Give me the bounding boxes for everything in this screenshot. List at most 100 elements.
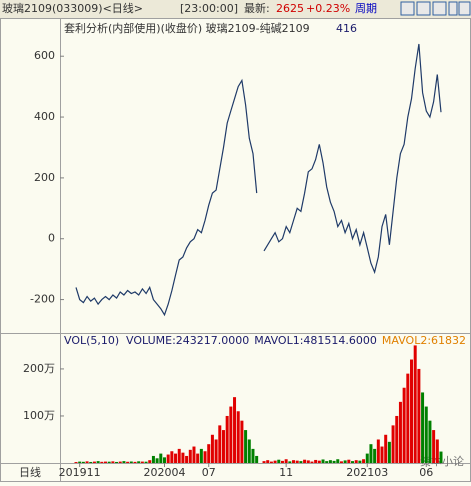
volume-bar xyxy=(100,461,104,463)
volume-bar xyxy=(221,430,225,463)
volume-bar xyxy=(269,461,273,463)
volume-bar xyxy=(74,462,78,463)
volume-bar xyxy=(435,439,439,463)
x-tick-label: 202004 xyxy=(143,466,185,479)
volume-bar xyxy=(107,461,111,463)
volume-bar xyxy=(280,460,284,463)
volume-bar xyxy=(424,406,428,463)
volume-bar xyxy=(325,461,329,463)
x-tick-label: 06 xyxy=(419,466,433,479)
y-tick-label: 600 xyxy=(34,49,55,62)
volume-bar xyxy=(351,461,355,463)
volume-bar xyxy=(295,460,299,463)
volume-bar xyxy=(159,453,163,463)
volume-bar xyxy=(188,449,192,463)
volume-bar xyxy=(196,453,200,463)
y-tick-label: 0 xyxy=(48,232,55,245)
volume-bar xyxy=(218,425,222,463)
volume-bar xyxy=(314,459,318,463)
volume-bar xyxy=(214,439,218,463)
volume-bar xyxy=(365,453,369,463)
x-tick-label: 202103 xyxy=(346,466,388,479)
change: +0.23% xyxy=(306,2,350,15)
spread-line xyxy=(263,43,442,275)
volume-bar xyxy=(432,430,436,463)
volume-bar xyxy=(140,461,144,463)
volume-bar xyxy=(118,461,122,463)
volume-bar xyxy=(376,439,380,463)
volume-bar xyxy=(299,461,303,463)
spread-line xyxy=(75,78,258,317)
volume-bar xyxy=(255,455,259,463)
volume-bar xyxy=(166,454,170,463)
volume-bar xyxy=(421,392,425,463)
volume-bar xyxy=(417,368,421,463)
y-tick-label: 400 xyxy=(34,110,55,123)
volume-bar xyxy=(170,451,174,463)
volume-bar xyxy=(395,415,399,463)
latest-price: 2625 xyxy=(276,2,304,15)
volume-bar xyxy=(155,458,159,463)
x-tick-label: 201911 xyxy=(59,466,101,479)
volume-bar xyxy=(336,459,340,463)
volume-bar xyxy=(162,457,166,463)
volume-bar xyxy=(373,448,377,463)
y-tick-label: 200万 xyxy=(23,362,55,375)
volume-bar xyxy=(137,461,141,463)
volume-bar xyxy=(96,461,100,463)
volume-bar xyxy=(151,455,155,463)
volume-bar xyxy=(225,415,229,463)
volume-bar xyxy=(347,459,351,463)
chart-title: 套利分析(内部使用)(收盘价) 玻璃2109-纯碱2109 xyxy=(64,21,310,35)
period-link[interactable]: 周期 xyxy=(355,2,377,15)
volume-bar xyxy=(126,461,130,463)
volume-bar xyxy=(236,411,240,463)
volume-bar xyxy=(207,444,211,463)
volume-bar xyxy=(439,451,443,463)
volume-bar xyxy=(233,397,237,463)
toolbar-icons[interactable] xyxy=(400,1,471,16)
volume-bar xyxy=(203,451,207,463)
time: [23:00:00] xyxy=(180,2,238,15)
volume-bar xyxy=(85,461,89,463)
top-bar xyxy=(0,0,471,18)
volume-bar xyxy=(343,460,347,463)
volume-bar xyxy=(321,459,325,463)
volume-bar xyxy=(81,461,85,463)
volume-bar xyxy=(362,459,366,463)
volume-bar xyxy=(410,359,414,463)
volume-bar xyxy=(310,461,314,463)
x-tick-label: 07 xyxy=(202,466,216,479)
volume-bar xyxy=(111,461,115,463)
volume-bar xyxy=(78,461,82,463)
volume-bar xyxy=(277,459,281,463)
volume-bar xyxy=(384,434,388,463)
volume-bar xyxy=(284,459,288,463)
volume-bar xyxy=(89,461,93,463)
volume-readout: MAVOL1:481514.6000 xyxy=(254,334,377,347)
volume-readout: VOLUME:243217.0000 xyxy=(126,334,249,347)
volume-bar xyxy=(103,461,107,463)
volume-bar xyxy=(402,387,406,463)
volume-bar xyxy=(174,453,178,463)
volume-bar xyxy=(244,430,248,463)
volume-bar xyxy=(306,460,310,463)
volume-bar xyxy=(129,461,133,463)
volume-bar xyxy=(332,460,336,463)
volume-bar xyxy=(380,446,384,463)
volume-bar xyxy=(144,461,148,463)
volume-bar xyxy=(181,452,185,463)
volume-bar xyxy=(398,401,402,463)
volume-bar xyxy=(266,460,270,463)
volume-bar xyxy=(339,461,343,463)
volume-bar xyxy=(354,460,358,463)
last-value: 416 xyxy=(336,22,357,35)
volume-readout: MAVOL2:61832 xyxy=(382,334,466,347)
volume-bar xyxy=(92,461,96,463)
volume-bar xyxy=(413,345,417,463)
volume-bar xyxy=(387,441,391,463)
volume-bar xyxy=(428,420,432,463)
volume-bar xyxy=(240,420,244,463)
